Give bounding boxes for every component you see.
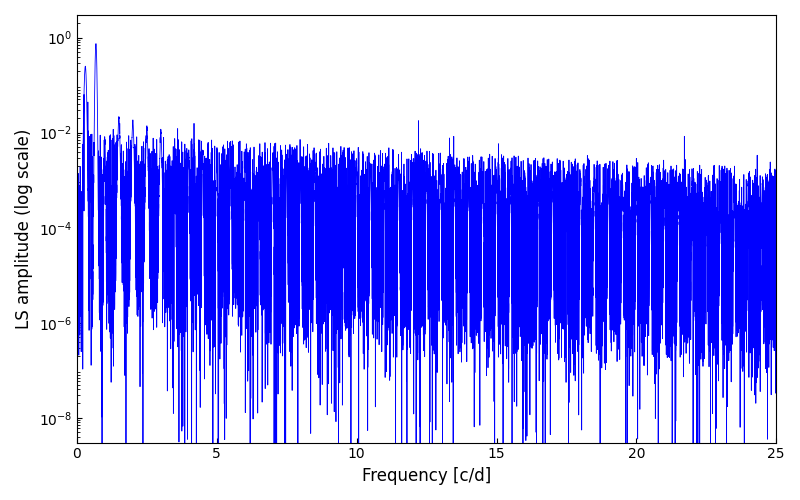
Y-axis label: LS amplitude (log scale): LS amplitude (log scale) <box>15 128 33 329</box>
X-axis label: Frequency [c/d]: Frequency [c/d] <box>362 467 491 485</box>
